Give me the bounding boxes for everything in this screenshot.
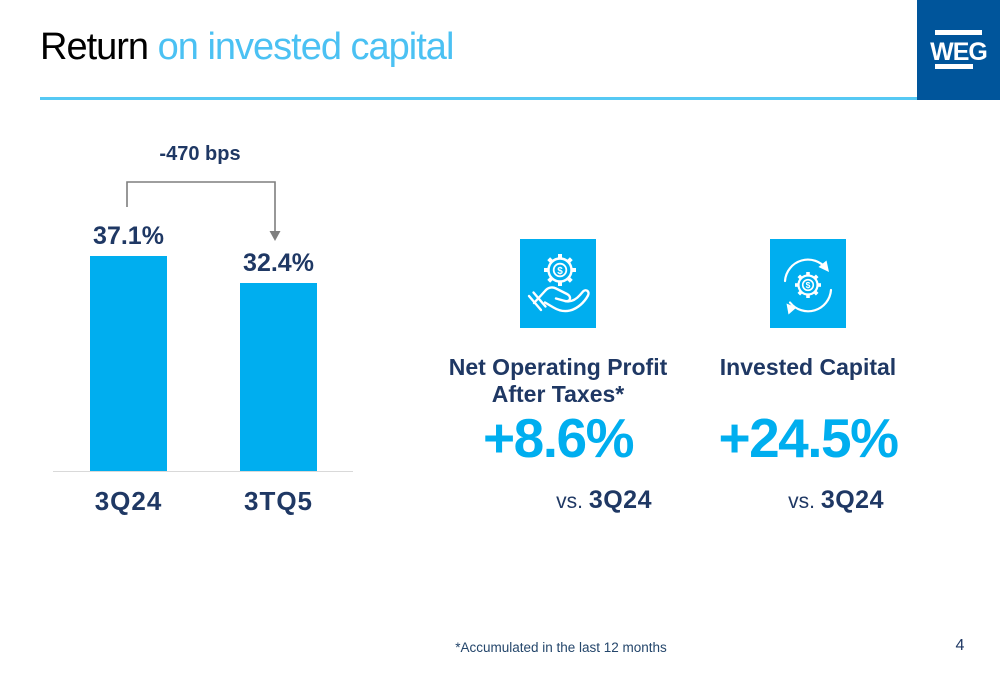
bar-value-label: 32.4% [243, 249, 314, 278]
title-underline [40, 97, 917, 100]
vs-label: vs. [788, 490, 821, 513]
vs-period: 3Q24 [588, 486, 652, 514]
bar-category-label: 3TQ5 [243, 486, 314, 516]
kpi-title: Invested Capital [698, 354, 918, 381]
decrease-bracket-arrow-icon [126, 181, 281, 241]
vs-label: vs. [556, 490, 589, 513]
kpi-value: +24.5% [718, 407, 899, 469]
bar-3q24 [90, 256, 167, 472]
weg-logo: WEG [917, 0, 1000, 100]
svg-text:WEG: WEG [930, 38, 987, 66]
footnote: *Accumulated in the last 12 months [455, 640, 667, 655]
kpi-icon-box: $ [770, 239, 846, 328]
chart-baseline [53, 471, 353, 472]
hand-gear-dollar-icon: $ [527, 254, 590, 313]
kpi-title: Net Operating Profit After Taxes* [448, 354, 668, 408]
kpi-title-line1: Invested Capital [719, 354, 897, 380]
kpi-title-line1: Net Operating Profit [448, 354, 668, 380]
gear-dollar-cycle-icon: $ [783, 258, 833, 315]
svg-text:$: $ [806, 280, 811, 290]
page-title: Return on invested capital [40, 26, 455, 69]
weg-logo-icon: WEG [930, 30, 988, 69]
delta-label: -470 bps [159, 143, 241, 165]
title-primary: Return [40, 26, 149, 68]
kpi-comparison: vs. 3Q24 [448, 486, 652, 515]
svg-text:$: $ [557, 266, 563, 277]
bar-category-label: 3Q24 [94, 486, 163, 516]
title-secondary: on invested capital [148, 26, 455, 68]
bar-3tq5 [240, 283, 317, 472]
kpi-icon-box: $ [520, 239, 596, 328]
bar-value-label: 37.1% [93, 222, 164, 250]
kpi-comparison: vs. 3Q24 [698, 486, 884, 515]
kpi-title-line2: After Taxes* [491, 381, 625, 407]
vs-period: 3Q24 [820, 486, 884, 514]
page-number: 4 [955, 637, 965, 654]
kpi-value: +8.6% [483, 407, 634, 469]
